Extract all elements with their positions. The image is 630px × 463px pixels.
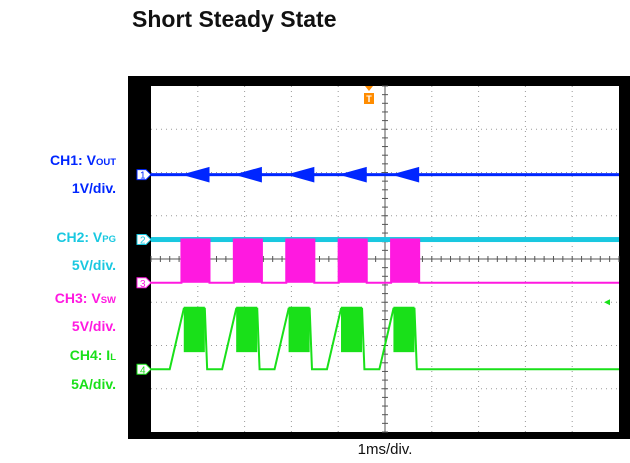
trigger-position-icon — [365, 86, 373, 91]
trigger-marker-label: T — [366, 94, 372, 104]
ch1-ripple — [338, 166, 367, 183]
ch4-burst — [236, 306, 258, 353]
ch3-burst — [233, 239, 262, 283]
x-axis-scale-label: 1ms/div. — [357, 441, 413, 458]
ch3-burst — [338, 239, 367, 283]
ch1-label: CH1: VOUT — [50, 152, 116, 168]
ch1-name-sub: OUT — [95, 157, 116, 168]
ch3-burst — [286, 239, 315, 283]
channel-3-ground-marker — [136, 277, 152, 289]
ch4-burst — [288, 306, 310, 353]
channel-3-marker-label: 3 — [140, 279, 146, 290]
ch1-ripple — [181, 166, 210, 183]
ch4-scale: 5A/div. — [71, 376, 116, 392]
chart-title: Short Steady State — [132, 6, 337, 32]
ch3-burst — [181, 239, 210, 283]
ch4-name-sub: L — [110, 352, 116, 363]
ch1-ripple — [391, 166, 420, 183]
ch4-burst — [183, 306, 205, 353]
ch2-label: CH2: VPG — [56, 229, 116, 245]
trigger-marker-icon — [364, 93, 374, 104]
ch4-name: CH4: I — [69, 347, 111, 363]
channel-1-ground-marker — [136, 169, 152, 181]
ch3-label: CH3: VSW — [55, 290, 116, 306]
ch1-scale: 1V/div. — [71, 180, 116, 196]
ch2-trace — [151, 237, 619, 243]
ch4-burst — [393, 306, 415, 353]
ch1-ripple — [286, 166, 315, 183]
ch1-ripple — [233, 166, 262, 183]
ch2-name: CH2: V — [56, 229, 103, 245]
trigger-level-icon — [604, 299, 610, 306]
channel-2-ground-marker — [136, 234, 152, 246]
ch3-name: CH3: V — [54, 290, 101, 306]
ch3-scale: 5V/div. — [71, 318, 116, 334]
ch1-trace — [151, 173, 619, 177]
ch2-scale: 5V/div. — [71, 257, 116, 273]
ch4-burst — [341, 306, 363, 353]
channel-1-marker-label: 1 — [140, 171, 146, 182]
channel-2-marker-label: 2 — [140, 236, 146, 247]
ch1-name: CH1: V — [50, 152, 96, 168]
ch3-burst — [391, 239, 420, 283]
ch3-name-sub: SW — [100, 295, 116, 306]
ch4-label: CH4: IL — [70, 347, 116, 363]
ch2-name-sub: PG — [102, 234, 116, 245]
channel-4-ground-marker — [136, 363, 152, 375]
channel-4-marker-label: 4 — [140, 365, 146, 376]
